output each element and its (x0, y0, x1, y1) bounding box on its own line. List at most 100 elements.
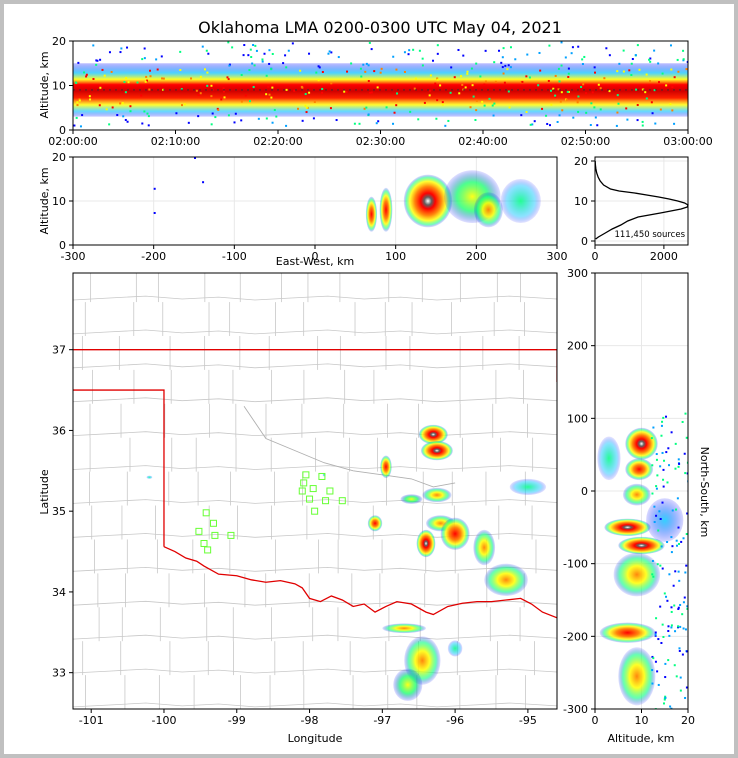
source-point (136, 81, 139, 84)
source-point (671, 86, 674, 89)
source-point (367, 64, 370, 67)
source-point (677, 608, 680, 611)
source-point (576, 101, 579, 104)
source-point (556, 120, 559, 123)
source-point (673, 122, 676, 125)
storm-cell (416, 529, 436, 558)
source-point (654, 633, 657, 636)
source-point (393, 111, 396, 114)
source-point (265, 74, 268, 77)
source-point (330, 82, 333, 85)
source-point (181, 104, 184, 107)
source-point (466, 70, 469, 73)
source-point (679, 689, 682, 692)
source-point (222, 87, 225, 90)
source-point (261, 60, 264, 63)
source-point (110, 70, 113, 73)
source-point (83, 71, 86, 74)
source-point (474, 119, 477, 122)
source-point (537, 84, 540, 87)
source-point (526, 53, 529, 56)
source-point (668, 464, 671, 467)
source-point (644, 91, 647, 94)
source-point (661, 623, 664, 626)
source-density-cell (625, 458, 654, 481)
source-point (143, 47, 146, 50)
source-point (250, 56, 253, 59)
lma-station-marker (338, 497, 346, 505)
source-point (674, 442, 677, 445)
source-point (285, 88, 288, 91)
source-point (370, 91, 373, 94)
x-tick-label: -100 (151, 714, 176, 727)
source-point (251, 62, 254, 65)
x-tick-label: 10 (635, 714, 649, 727)
source-point (271, 86, 274, 89)
source-point (197, 115, 200, 118)
source-point (210, 123, 213, 126)
source-point (655, 453, 658, 456)
source-point (379, 71, 382, 74)
y-tick-label: 34 (52, 586, 66, 599)
lma-station-marker (326, 487, 334, 495)
source-point (75, 81, 78, 84)
source-point (605, 47, 608, 50)
source-point (121, 102, 124, 105)
source-point (655, 458, 658, 461)
source-point (153, 187, 156, 190)
source-point (667, 659, 670, 662)
source-point (161, 77, 164, 80)
source-point (679, 625, 682, 628)
source-point (462, 54, 465, 57)
source-point (483, 104, 486, 107)
source-density-cell (618, 536, 665, 555)
source-point (655, 514, 658, 517)
county-boundary (73, 397, 557, 403)
source-point (297, 107, 300, 110)
source-point (268, 49, 271, 52)
source-point (659, 564, 662, 567)
source-point (252, 86, 255, 89)
source-point (305, 111, 308, 114)
lma-station-marker (300, 479, 308, 487)
source-point (321, 87, 324, 90)
source-point (240, 73, 243, 76)
source-point (685, 533, 688, 536)
source-point (577, 95, 580, 98)
source-point (385, 106, 388, 109)
altitude-north-south-panel: 0 10 20 -300 -200 -100 0 100 200 300 North-South,… (563, 267, 711, 745)
figure-svg: Oklahoma LMA 0200-0300 UTC May 04, 2021 … (38, 18, 713, 745)
source-point (684, 628, 687, 631)
y-tick-label: 37 (52, 344, 66, 357)
source-point (651, 682, 654, 685)
source-point (315, 71, 318, 74)
source-point (507, 90, 510, 93)
altitude-distribution-line (594, 160, 689, 240)
source-point (660, 434, 663, 437)
source-point (686, 605, 688, 608)
source-point (321, 91, 324, 94)
source-point (528, 76, 531, 79)
source-point (195, 89, 198, 92)
source-point (670, 68, 673, 71)
source-point (547, 79, 550, 82)
source-point (567, 90, 570, 93)
source-point (686, 461, 688, 464)
source-point (661, 501, 664, 504)
source-point (417, 118, 420, 121)
source-point (631, 58, 634, 61)
y-tick-label: 10 (52, 80, 66, 93)
source-point (656, 563, 659, 566)
y-tick-label: -200 (563, 630, 588, 643)
source-point (206, 84, 209, 87)
source-point (657, 683, 660, 686)
source-point (618, 62, 621, 65)
source-point (392, 55, 395, 58)
source-point (369, 91, 372, 94)
y-tick-label: 20 (52, 151, 66, 164)
source-point (616, 111, 619, 114)
source-point (667, 447, 670, 450)
source-point (616, 94, 619, 97)
source-point (615, 124, 618, 127)
source-point (305, 106, 308, 109)
